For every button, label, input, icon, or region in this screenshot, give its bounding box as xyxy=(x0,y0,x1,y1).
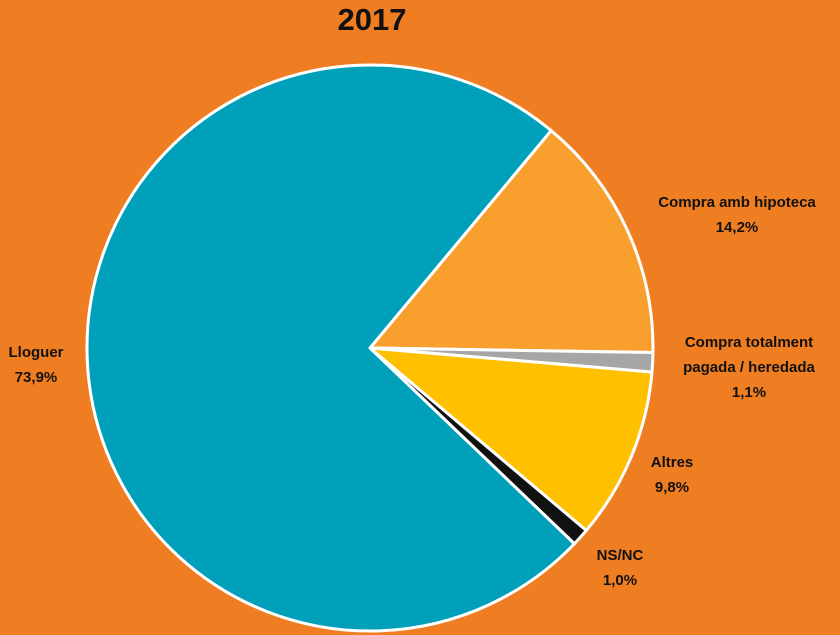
pie-slice xyxy=(368,129,655,355)
value-label: 1,1% xyxy=(731,384,767,401)
value-label: 14,2% xyxy=(715,219,759,236)
pie-slice xyxy=(85,63,576,633)
value-label: 9,8% xyxy=(654,479,690,496)
slice-label: NS/NC 1,0% xyxy=(570,543,670,593)
category-label: Altres xyxy=(650,454,694,471)
category-label: Compra amb hipoteca xyxy=(658,194,816,211)
slice-label: Altres 9,8% xyxy=(622,450,722,500)
pie-slice xyxy=(368,346,654,533)
slice-label: Compra totalment pagada / heredada 1,1% xyxy=(669,330,829,405)
category-label: NS/NC xyxy=(596,547,644,564)
category-label: Lloguer xyxy=(8,344,64,361)
category-label: Compra totalment pagada / heredada xyxy=(683,334,815,376)
slice-label: Compra amb hipoteca 14,2% xyxy=(637,190,837,240)
value-label: 1,0% xyxy=(602,572,638,589)
value-label: 73,9% xyxy=(14,369,58,386)
chart-title: 2017 xyxy=(337,2,407,37)
slice-label: Lloguer 73,9% xyxy=(0,340,86,390)
